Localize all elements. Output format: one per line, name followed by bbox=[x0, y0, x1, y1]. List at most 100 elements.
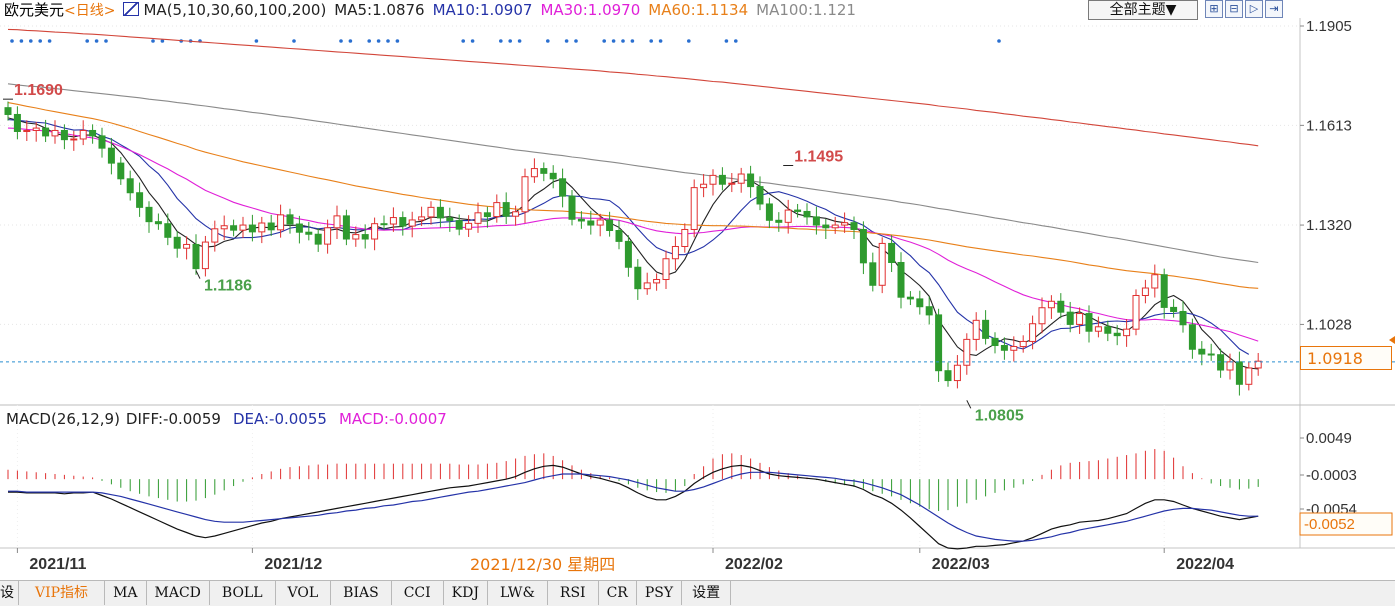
signal-dot bbox=[621, 39, 625, 43]
tab-rsi[interactable]: RSI bbox=[548, 581, 599, 605]
candle-body-down bbox=[314, 233, 322, 245]
candle-body-down bbox=[916, 298, 924, 308]
signal-dot bbox=[29, 39, 33, 43]
date-label: 2022/04 bbox=[1176, 556, 1234, 573]
macd-diff-line bbox=[8, 464, 1259, 550]
candle-body-up bbox=[1010, 346, 1018, 351]
tab-kdj[interactable]: KDJ bbox=[444, 581, 488, 605]
signal-dot bbox=[564, 39, 569, 43]
candlestick-chart[interactable]: 1.1905 1.1613 1.1320 1.1028 2021/11 2021/12 20… bbox=[0, 0, 1395, 580]
candle-body-down bbox=[935, 314, 943, 372]
candle-body-down bbox=[154, 221, 162, 225]
candle-body-down bbox=[549, 172, 557, 180]
candle-body-up bbox=[418, 216, 426, 221]
candle-body-up bbox=[530, 168, 538, 178]
candle-body-down bbox=[1170, 306, 1178, 312]
step-icon[interactable]: ▷ bbox=[1245, 0, 1263, 18]
macd-indicator-label[interactable]: MACD(26,12,9) bbox=[6, 410, 120, 428]
low-annotation: 1.0805 bbox=[975, 407, 1024, 424]
refresh-icon[interactable]: ⇥ bbox=[1265, 0, 1283, 18]
theme-dropdown-button[interactable]: 全部主题▼ bbox=[1088, 0, 1198, 20]
tab-settings[interactable]: 设置 bbox=[682, 581, 732, 605]
crosshair-date-label: 2021/12/30 星期四 bbox=[470, 555, 616, 574]
candle-body-down bbox=[98, 135, 106, 149]
tab-boll[interactable]: BOLL bbox=[210, 581, 276, 605]
candle-body-down bbox=[859, 228, 867, 264]
price-tick-label: 1.1905 bbox=[1306, 18, 1352, 35]
signal-dot bbox=[734, 39, 738, 43]
tab-cr[interactable]: CR bbox=[599, 581, 637, 605]
candle-body-down bbox=[305, 231, 313, 235]
period-label[interactable]: <日线> bbox=[64, 3, 116, 19]
signal-dot bbox=[292, 39, 296, 43]
zoom-out-icon[interactable]: ⊟ bbox=[1225, 0, 1243, 18]
ma5-line bbox=[7, 117, 1259, 370]
signal-dot bbox=[658, 39, 663, 43]
tab-bias[interactable]: BIAS bbox=[331, 581, 392, 605]
candle-body-up bbox=[1123, 328, 1131, 337]
macd-hist-value: MACD:-0.0007 bbox=[338, 410, 447, 428]
indicator-tab-bar: 设 VIP指标 MA MACD BOLL VOL BIAS CCI KDJ LW… bbox=[0, 580, 1395, 606]
signal-dot bbox=[546, 39, 550, 43]
candle-body-up bbox=[211, 228, 219, 243]
candle-body-down bbox=[1085, 313, 1093, 332]
candle-body-down bbox=[483, 212, 491, 218]
signal-dot bbox=[602, 39, 606, 43]
candle-body-up bbox=[963, 338, 971, 366]
candle-body-up bbox=[878, 242, 886, 286]
candle-body-up bbox=[465, 222, 473, 230]
date-label: 2021/12 bbox=[264, 556, 322, 573]
high-annotation: 1.1495 bbox=[794, 149, 843, 166]
candle-body-up bbox=[737, 173, 745, 184]
candle-body-down bbox=[248, 224, 256, 233]
date-label: 2022/03 bbox=[932, 556, 990, 573]
right-edge-marker-icon bbox=[1389, 336, 1395, 344]
candle-body-down bbox=[1113, 332, 1121, 337]
candle-body-up bbox=[493, 202, 501, 218]
tab-cci[interactable]: CCI bbox=[392, 581, 444, 605]
candle-body-down bbox=[869, 262, 877, 286]
date-label: 2021/11 bbox=[29, 556, 86, 573]
signal-dot bbox=[997, 39, 1001, 43]
candle-body-up bbox=[709, 174, 717, 185]
tab-vol[interactable]: VOL bbox=[276, 581, 332, 605]
candle-body-down bbox=[559, 178, 567, 197]
candle-body-up bbox=[1076, 313, 1084, 325]
tab-ma[interactable]: MA bbox=[105, 581, 147, 605]
candle-body-up bbox=[681, 228, 689, 247]
ma-indicator-label[interactable]: MA(5,10,30,60,100,200) bbox=[143, 1, 327, 19]
candle-body-up bbox=[1151, 274, 1159, 289]
macd-diff-value: DIFF:-0.0059 bbox=[125, 410, 221, 428]
candle-body-down bbox=[436, 206, 444, 219]
tab-settings-partial[interactable]: 设 bbox=[0, 581, 19, 605]
tab-psy[interactable]: PSY bbox=[637, 581, 683, 605]
candle-body-down bbox=[718, 174, 726, 185]
ma10-value: MA10:1.0907 bbox=[432, 1, 533, 19]
ma60-line bbox=[7, 102, 1259, 289]
candle-body-down bbox=[577, 218, 585, 222]
candle-body-down bbox=[568, 195, 576, 220]
candle-body-up bbox=[220, 225, 228, 230]
signal-dot bbox=[376, 39, 381, 43]
macd-value-tag-label: -0.0052 bbox=[1304, 516, 1355, 533]
candle-body-up bbox=[352, 234, 360, 240]
candle-body-down bbox=[756, 186, 764, 205]
candle-body-down bbox=[230, 225, 238, 231]
expand-icon[interactable]: ⊞ bbox=[1205, 0, 1223, 18]
candle-body-up bbox=[51, 129, 59, 137]
candle-body-up bbox=[596, 219, 604, 226]
tab-lwr[interactable]: LW& bbox=[488, 581, 548, 605]
ma-indicator-icon[interactable] bbox=[123, 2, 140, 16]
candle-body-down bbox=[624, 240, 632, 268]
ma5-value: MA5:1.0876 bbox=[334, 1, 425, 19]
macd-dea-value: DEA:-0.0055 bbox=[232, 410, 327, 428]
candle-body-up bbox=[277, 214, 285, 231]
tab-macd[interactable]: MACD bbox=[147, 581, 210, 605]
signal-dot bbox=[574, 39, 578, 43]
candle-body-down bbox=[812, 216, 820, 226]
tab-vip-indicators[interactable]: VIP指标 bbox=[19, 581, 106, 605]
signal-dot bbox=[611, 39, 616, 43]
candle-body-down bbox=[991, 337, 999, 347]
candle-body-down bbox=[765, 203, 773, 221]
candle-body-down bbox=[107, 147, 115, 164]
